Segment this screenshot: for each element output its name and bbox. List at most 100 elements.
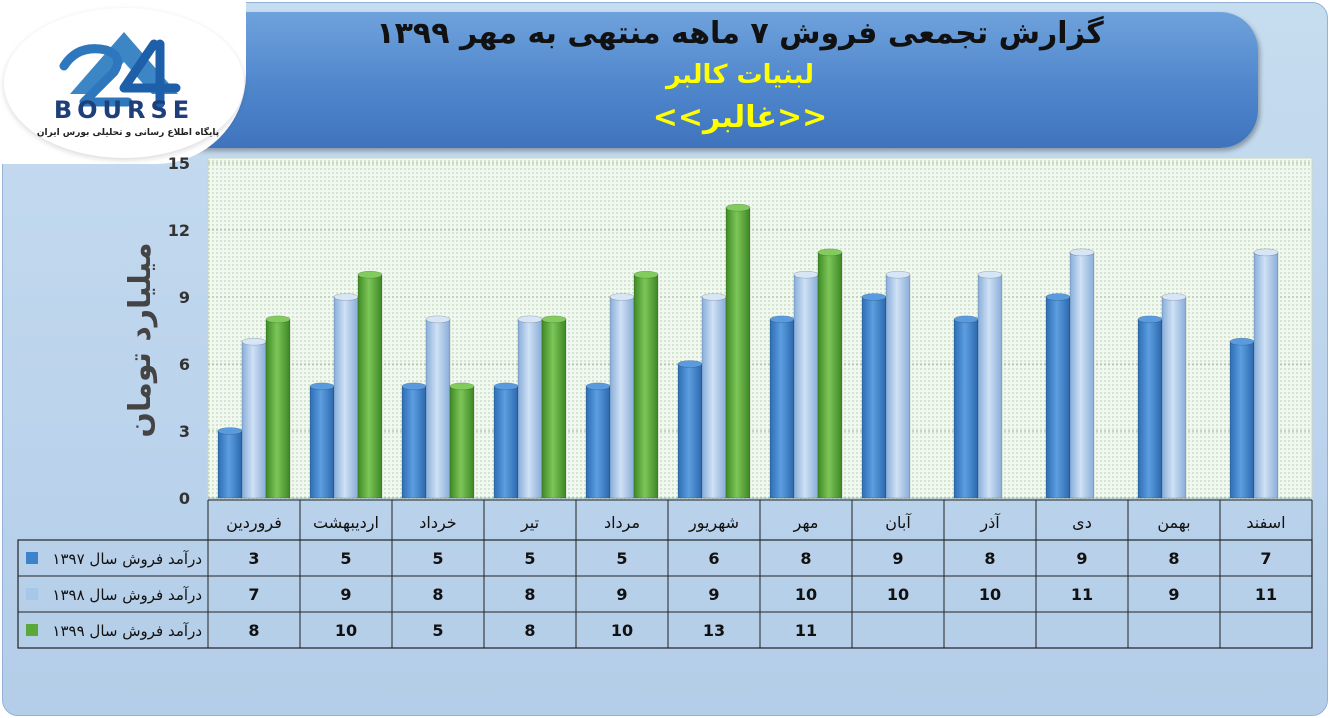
logo-text: BOURSE <box>54 96 194 124</box>
bar-top-3 <box>265 315 291 324</box>
bar-2 <box>517 319 543 499</box>
data-cell-value: 8 <box>432 585 443 604</box>
bar-1 <box>1229 341 1255 499</box>
data-cell-value: 5 <box>432 621 443 640</box>
data-cell-value: 10 <box>979 585 1001 604</box>
legend-entry: درآمد فروش سال ۱۳۹۷ <box>52 550 202 568</box>
x-category-label: فروردین <box>226 513 282 533</box>
bar-top-1 <box>309 382 335 391</box>
data-cell-value: 9 <box>616 585 627 604</box>
data-cell-value: 8 <box>984 549 995 568</box>
bar-3 <box>817 252 843 499</box>
bar-top-3 <box>541 315 567 324</box>
legend-swatch <box>26 588 38 600</box>
bar-2 <box>241 341 267 499</box>
bar-top-2 <box>609 293 635 301</box>
data-cell-value: 5 <box>616 549 627 568</box>
bar-1 <box>309 386 335 499</box>
data-cell-value: 11 <box>1255 585 1277 604</box>
legend-entry: درآمد فروش سال ۱۳۹۸ <box>52 586 202 604</box>
data-cell-value: 5 <box>340 549 351 568</box>
data-cell-value: 10 <box>887 585 909 604</box>
report-title: گزارش تجمعی فروش ۷ ماهه منتهی به مهر ۱۳۹… <box>376 16 1104 51</box>
bar-1 <box>493 386 519 499</box>
ticker-symbol: <<غالبر>> <box>652 100 828 135</box>
bar-2 <box>885 274 911 499</box>
bar-1 <box>1137 319 1163 499</box>
x-category-label: تیر <box>520 513 539 533</box>
bar-2 <box>793 274 819 499</box>
bar-3 <box>357 274 383 499</box>
company-name: لبنیات کالبر <box>666 60 814 90</box>
data-cell-value: 8 <box>800 549 811 568</box>
bar-top-1 <box>861 293 887 301</box>
bar-2 <box>977 274 1003 499</box>
bar-top-1 <box>1045 293 1071 301</box>
x-category-label: اسفند <box>1246 513 1285 532</box>
bar-1 <box>861 296 887 499</box>
data-cell-value: 9 <box>1076 549 1087 568</box>
bar-2 <box>333 296 359 499</box>
data-cell-value: 9 <box>1168 585 1179 604</box>
bar-top-1 <box>217 427 243 435</box>
bar-2 <box>425 319 451 499</box>
bar-top-2 <box>241 337 267 346</box>
bar-1 <box>953 319 979 499</box>
plot-area <box>207 157 1313 499</box>
bar-top-3 <box>633 270 659 279</box>
x-category-label: خرداد <box>419 513 456 533</box>
bar-top-3 <box>817 248 843 257</box>
bar-3 <box>541 319 567 499</box>
data-cell-value: 5 <box>524 549 535 568</box>
bar-1 <box>1045 296 1071 499</box>
logo-mark-icon <box>59 32 181 109</box>
x-category-label: آبان <box>885 513 912 532</box>
data-cell-value: 8 <box>524 585 535 604</box>
y-tick-label: 6 <box>179 355 190 374</box>
data-cell-value: 6 <box>708 549 719 568</box>
y-tick-label: 12 <box>168 221 190 240</box>
bar-top-2 <box>701 293 727 301</box>
data-cell-value: 5 <box>432 549 443 568</box>
data-cell-value: 7 <box>1260 549 1271 568</box>
bar-2 <box>701 296 727 499</box>
bar-top-2 <box>517 315 543 324</box>
bar-top-1 <box>1229 337 1255 346</box>
logo-tagline: پایگاه اطلاع رسانی و تحلیلی بورس ایران <box>37 126 219 138</box>
legend-entry: درآمد فروش سال ۱۳۹۹ <box>52 622 202 640</box>
x-category-label: مرداد <box>604 513 640 533</box>
legend-swatch <box>26 624 38 636</box>
bar-top-2 <box>793 270 819 279</box>
bar-2 <box>1069 252 1095 499</box>
bar-top-2 <box>1161 293 1187 301</box>
bar-2 <box>1253 252 1279 499</box>
title-banner <box>150 12 1258 148</box>
bar-1 <box>401 386 427 499</box>
data-cell-value: 13 <box>703 621 725 640</box>
bar-top-3 <box>357 270 383 279</box>
bar-1 <box>217 430 243 499</box>
data-cell-value: 9 <box>892 549 903 568</box>
bar-top-3 <box>725 203 751 212</box>
bar-1 <box>585 386 611 499</box>
bar-top-1 <box>953 315 979 324</box>
bar-top-1 <box>1137 315 1163 324</box>
bar-3 <box>449 386 475 499</box>
x-category-label: اردیبهشت <box>313 513 379 533</box>
data-cell-value: 9 <box>340 585 351 604</box>
x-category-label: بهمن <box>1157 513 1190 533</box>
data-cell-value: 3 <box>248 549 259 568</box>
y-tick-label: 15 <box>168 154 190 173</box>
x-category-label: مهر <box>793 513 819 533</box>
bar-1 <box>677 363 703 499</box>
data-table-frame <box>17 539 1313 649</box>
bar-top-2 <box>885 270 911 279</box>
data-cell-value: 11 <box>795 621 817 640</box>
bar-top-2 <box>1069 248 1095 257</box>
bar-2 <box>1161 296 1187 499</box>
bar-top-1 <box>769 315 795 324</box>
bar-top-1 <box>401 382 427 391</box>
data-cell-value: 11 <box>1071 585 1093 604</box>
legend-swatch <box>26 552 38 564</box>
